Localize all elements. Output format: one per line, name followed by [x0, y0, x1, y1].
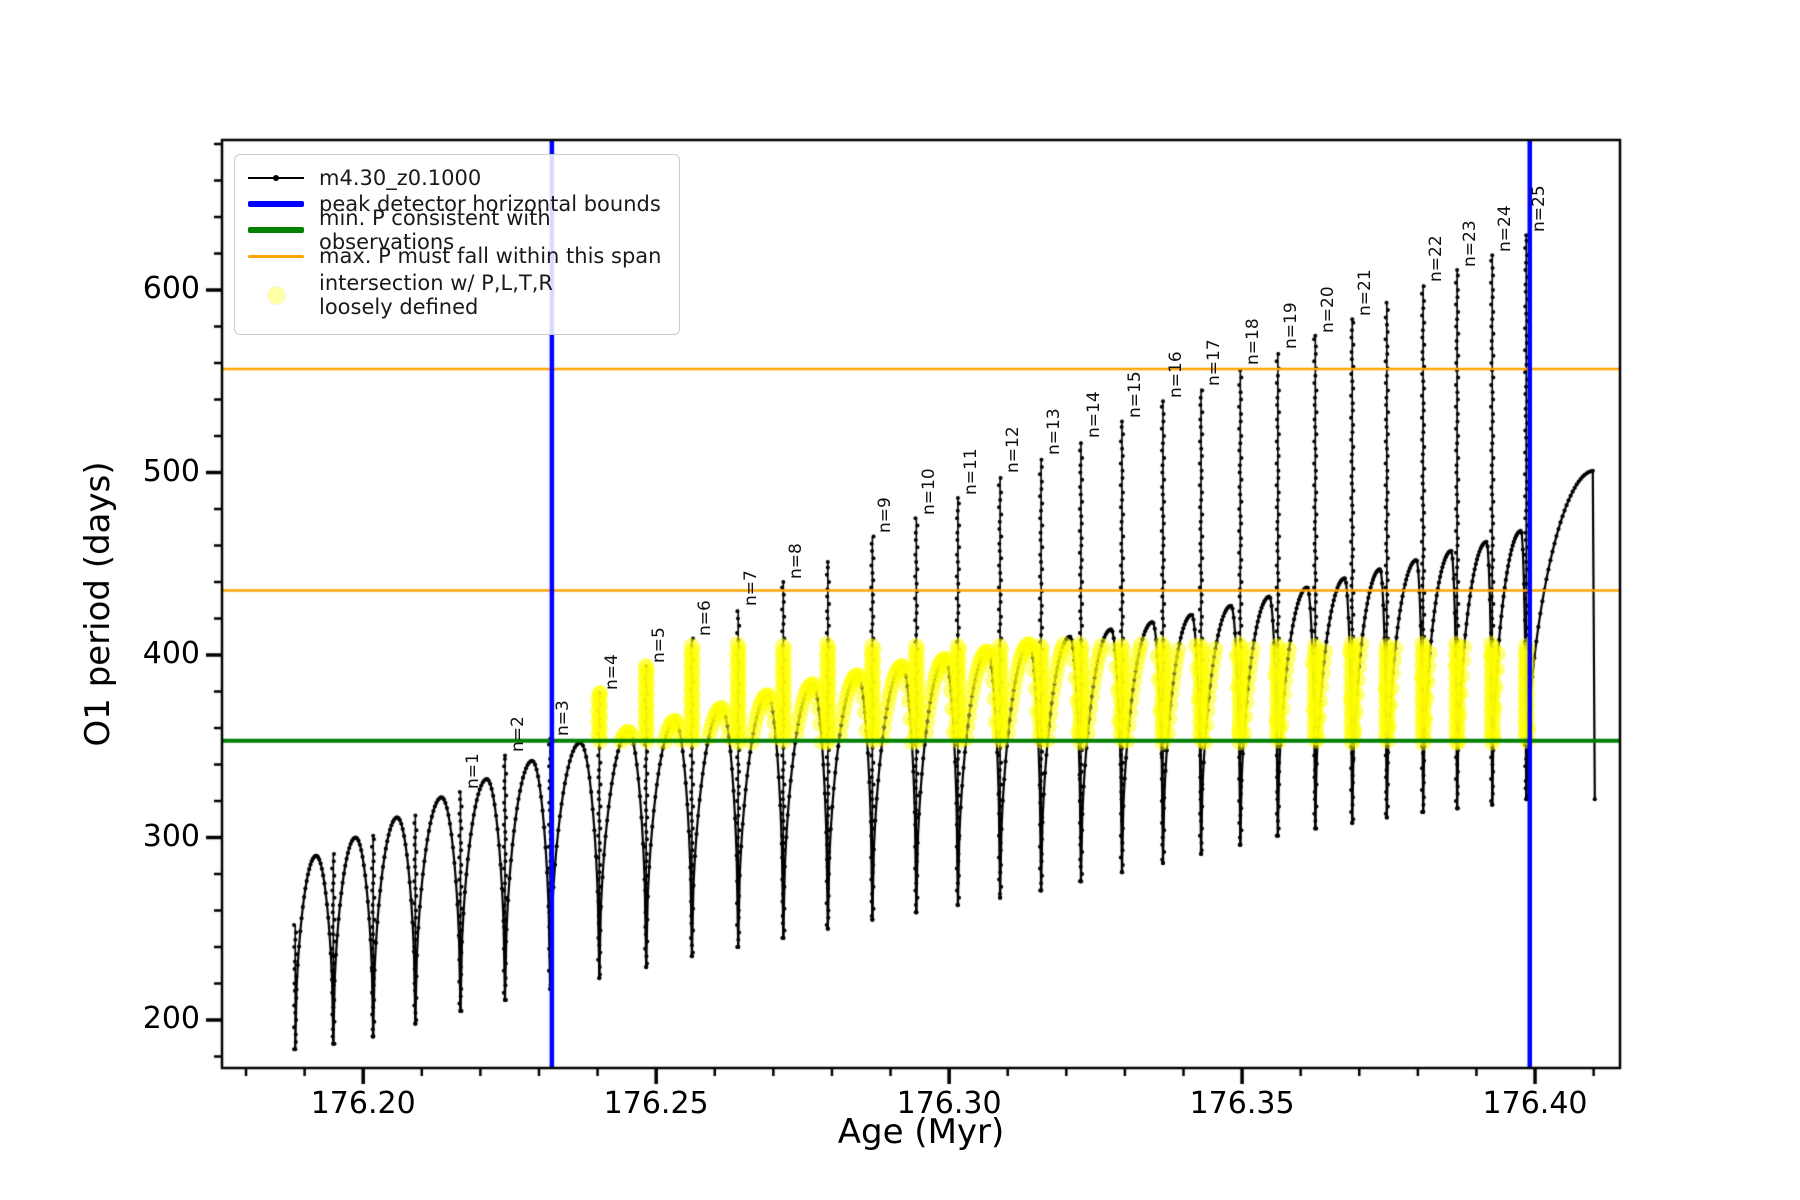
legend-item-min-p: min. P consistent with observations — [247, 206, 667, 254]
peak-label-n18: n=18 — [1243, 318, 1264, 366]
x-tick-label: 176.40 — [1482, 1086, 1588, 1121]
legend-label-min-p: min. P consistent with observations — [319, 205, 551, 254]
peak-label-n11: n=11 — [960, 448, 981, 496]
legend-label-peak-bounds: peak detector horizontal bounds — [319, 191, 661, 216]
peak-label-n10: n=10 — [919, 468, 940, 516]
y-tick-label: 500 — [142, 453, 200, 489]
peak-label-n1: n=1 — [463, 753, 484, 789]
x-axis-label: Age (Myr) — [837, 1112, 1005, 1152]
legend-label-intersection: intersection w/ P,L,T,R loosely defined — [319, 270, 553, 319]
yellow-circle-swatch — [247, 286, 305, 304]
peak-label-n2: n=2 — [507, 716, 528, 753]
x-tick-label: 176.35 — [1189, 1086, 1295, 1121]
peak-label-n24: n=24 — [1495, 205, 1516, 253]
legend-label-series: m4.30_z0.1000 — [319, 165, 482, 190]
x-tick-label: 176.30 — [896, 1086, 1002, 1121]
legend-item-series: m4.30_z0.1000 — [247, 165, 667, 191]
peak-label-n19: n=19 — [1280, 302, 1301, 350]
peak-label-n13: n=13 — [1044, 408, 1065, 455]
peak-label-n9: n=9 — [875, 497, 896, 534]
y-tick-label: 400 — [142, 636, 200, 671]
peak-label-n8: n=8 — [786, 543, 807, 579]
series-line-swatch — [247, 175, 305, 181]
y-tick-label: 600 — [142, 271, 200, 306]
peak-label-n16: n=16 — [1165, 351, 1186, 399]
peak-label-n6: n=6 — [694, 599, 715, 636]
peak-label-n3: n=3 — [553, 700, 574, 736]
peak-label-n20: n=20 — [1318, 285, 1339, 333]
legend-item-peak-bounds: peak detector horizontal bounds — [247, 191, 667, 217]
peak-label-n21: n=21 — [1355, 269, 1376, 317]
orange-line-swatch — [247, 254, 305, 258]
peak-label-n23: n=23 — [1460, 220, 1481, 267]
peak-label-n5: n=5 — [649, 627, 670, 663]
legend-item-intersection: intersection w/ P,L,T,R loosely defined — [247, 269, 667, 321]
peak-label-n25: n=25 — [1529, 185, 1550, 233]
x-tick-label: 176.20 — [310, 1086, 416, 1121]
y-tick-label: 300 — [142, 818, 200, 854]
peak-label-n14: n=14 — [1083, 391, 1104, 439]
y-axis-label: O1 period (days) — [78, 461, 118, 747]
peak-label-n4: n=4 — [602, 654, 623, 691]
peak-label-n17: n=17 — [1204, 338, 1225, 386]
y-tick-label: 200 — [142, 1001, 200, 1036]
blue-line-swatch — [247, 201, 305, 207]
peak-label-n22: n=22 — [1426, 234, 1447, 282]
green-line-swatch — [247, 227, 305, 233]
peak-label-n7: n=7 — [741, 570, 762, 607]
legend-box: m4.30_z0.1000 peak detector horizontal b… — [234, 154, 680, 335]
legend-label-max-p: max. P must fall within this span — [319, 243, 662, 268]
legend-item-max-p: max. P must fall within this span — [247, 243, 667, 269]
x-tick-label: 176.25 — [603, 1086, 709, 1121]
peak-label-n15: n=15 — [1124, 371, 1145, 419]
peak-label-n12: n=12 — [1003, 426, 1024, 474]
